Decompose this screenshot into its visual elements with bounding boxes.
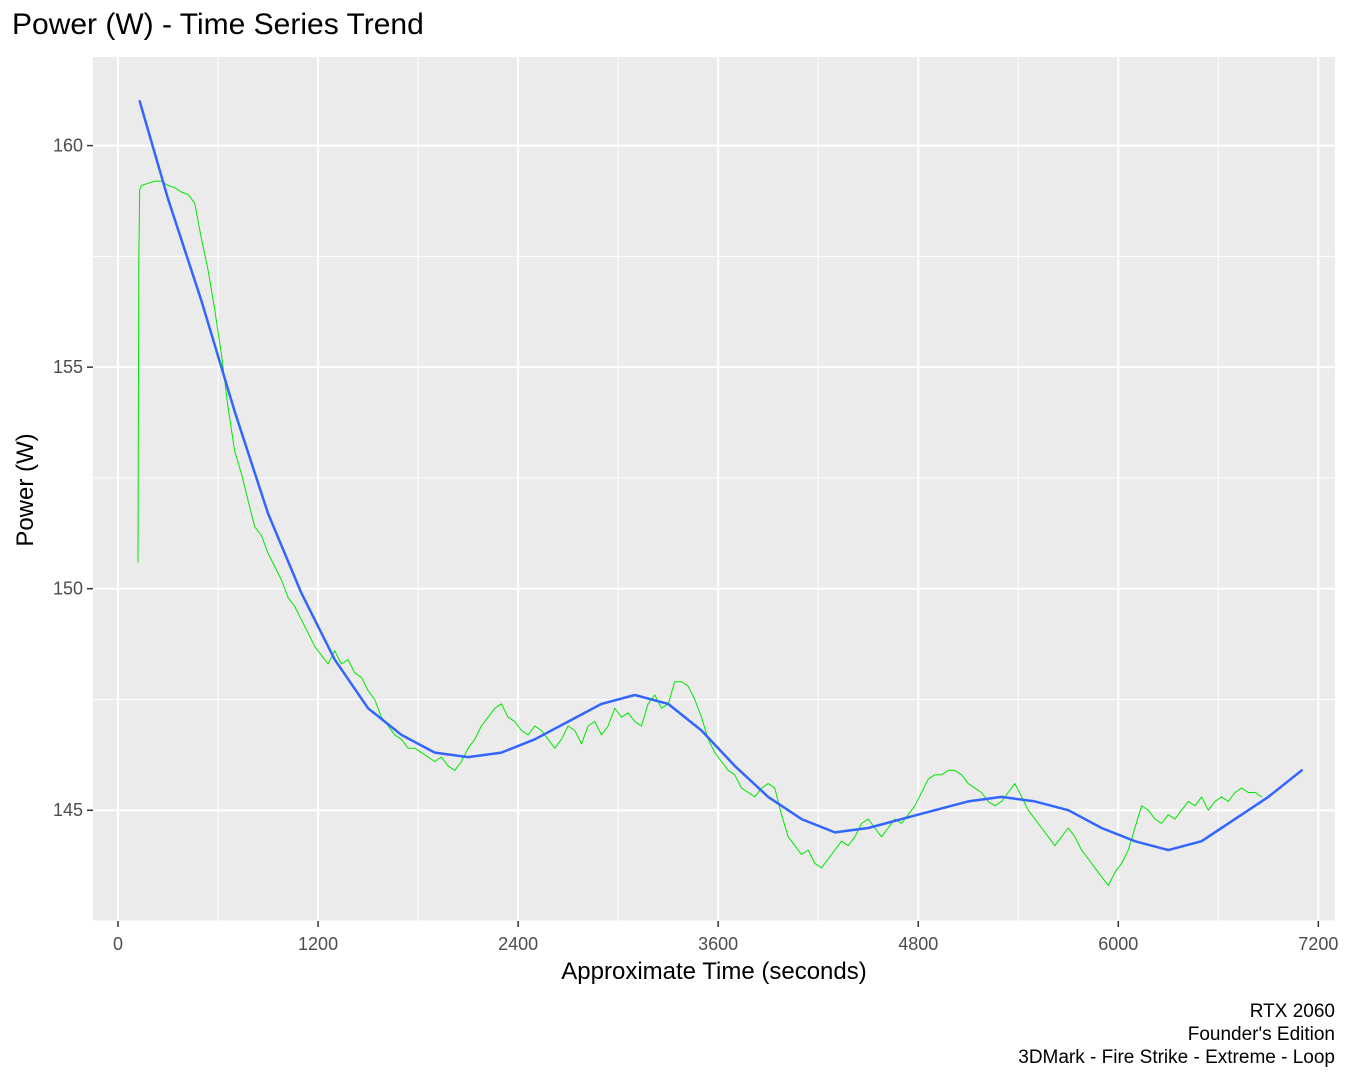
trend-line — [138, 100, 1303, 852]
x-tick-label: 7200 — [1298, 934, 1338, 954]
caption: RTX 2060 Founder's Edition 3DMark - Fire… — [1018, 1000, 1335, 1069]
x-tick-label: 6000 — [1098, 934, 1138, 954]
y-axis-label: Power (W) — [12, 433, 39, 547]
y-tick-label: 145 — [53, 800, 83, 820]
x-tick-label: 4800 — [898, 934, 938, 954]
x-tick-label: 1200 — [298, 934, 338, 954]
axis-layer: 0 1200 2400 3600 4800 6000 7200 145 150 155 160 — [53, 136, 1338, 954]
y-tick-label: 155 — [53, 357, 83, 377]
power-series-line — [137, 180, 1263, 887]
series-layer — [137, 100, 1303, 887]
caption-line-edition: Founder's Edition — [1187, 1024, 1335, 1045]
y-tick-label: 150 — [53, 579, 83, 599]
chart-title: Power (W) - Time Series Trend — [12, 8, 424, 41]
minor-grid — [93, 57, 1335, 922]
major-grid — [93, 57, 1335, 921]
caption-line-gpu: RTX 2060 — [1249, 1001, 1335, 1022]
x-tick-label: 3600 — [698, 934, 738, 954]
x-tick-label: 0 — [113, 934, 123, 954]
x-axis-label: Approximate Time (seconds) — [561, 958, 867, 985]
x-tick-label: 2400 — [498, 934, 538, 954]
plot-panel — [93, 57, 1335, 921]
y-tick-label: 160 — [53, 136, 83, 156]
caption-line-benchmark: 3DMark - Fire Strike - Extreme - Loop — [1018, 1047, 1335, 1068]
